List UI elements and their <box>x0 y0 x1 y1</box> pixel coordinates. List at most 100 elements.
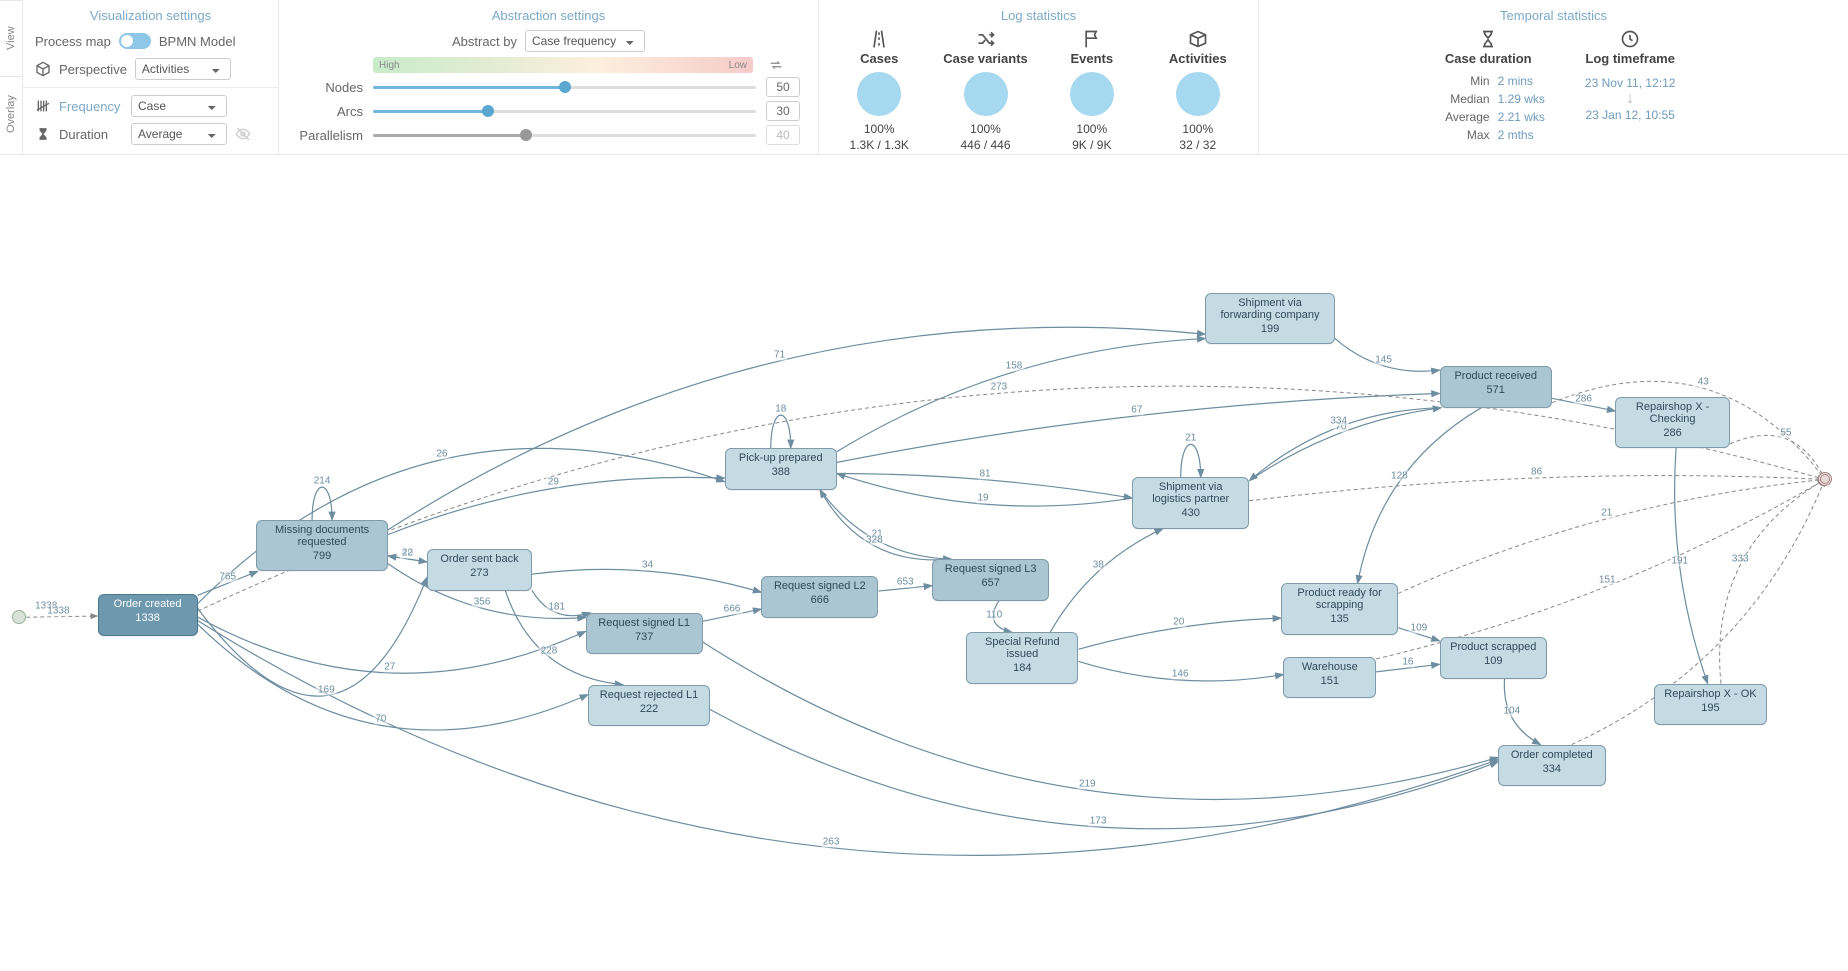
stat-name: Cases <box>860 51 898 66</box>
edge-label: 286 <box>1573 393 1594 404</box>
timeframe-end: 23 Jan 12, 10:55 <box>1585 108 1674 122</box>
node-count: 737 <box>587 629 702 646</box>
stat-variants[interactable]: Case variants 100% 446 / 446 <box>943 29 1028 152</box>
pie-icon <box>964 72 1008 116</box>
node-count: 571 <box>1441 382 1551 399</box>
tab-overlay[interactable]: Overlay <box>0 76 22 152</box>
edge-label: 214 <box>312 476 333 487</box>
node-label: Order sent back <box>428 550 531 565</box>
pie-icon <box>857 72 901 116</box>
nodes-label: Nodes <box>291 80 363 95</box>
activity-node[interactable]: Request signed L1737 <box>586 613 703 654</box>
node-label: Missing documents requested <box>257 521 387 548</box>
process-map-canvas[interactable]: 1338Order created1338 Missing documents r… <box>0 155 1848 971</box>
parallelism-slider[interactable] <box>373 127 756 143</box>
process-map-label: Process map <box>35 34 111 49</box>
arrow-down-icon: ↓ <box>1626 92 1634 106</box>
edge-label: 55 <box>1778 427 1793 438</box>
frequency-label: Frequency <box>59 99 123 114</box>
node-count: 199 <box>1206 321 1333 338</box>
activity-node[interactable]: Shipment via forwarding company199 <box>1205 293 1334 344</box>
nodes-value[interactable]: 50 <box>766 77 800 97</box>
stat-pct: 100% <box>1076 122 1107 136</box>
activity-node[interactable]: Special Refund issued184 <box>966 632 1078 683</box>
node-count: 666 <box>762 592 877 609</box>
swap-icon[interactable] <box>769 57 785 73</box>
arcs-value[interactable]: 30 <box>766 101 800 121</box>
activity-node[interactable]: Repairshop X - Checking286 <box>1615 397 1730 448</box>
activity-node[interactable]: Warehouse151 <box>1283 657 1376 698</box>
frequency-select[interactable]: Case <box>131 95 227 117</box>
edge-label: 158 <box>1004 360 1025 371</box>
abstraction-section: Abstraction settings Abstract by Case fr… <box>279 0 819 154</box>
gradient-high: High <box>379 60 400 71</box>
cube-icon <box>35 61 51 77</box>
duration-select[interactable]: Average <box>131 123 227 145</box>
flag-icon <box>1082 29 1102 49</box>
box-icon <box>1188 29 1208 49</box>
abstraction-title: Abstraction settings <box>291 6 806 27</box>
bpmn-label: BPMN Model <box>159 34 236 49</box>
node-label: Order created <box>99 595 197 610</box>
activity-node[interactable]: Repairshop X - OK195 <box>1654 684 1766 725</box>
node-label: Special Refund issued <box>967 633 1077 660</box>
activity-node[interactable]: Product ready for scrapping135 <box>1281 583 1398 634</box>
stat-activities[interactable]: Activities 100% 32 / 32 <box>1156 29 1240 152</box>
min-key: Min <box>1432 74 1490 88</box>
stat-events[interactable]: Events 100% 9K / 9K <box>1050 29 1134 152</box>
median-key: Median <box>1432 92 1490 106</box>
arcs-slider[interactable] <box>373 103 756 119</box>
edge-label: 151 <box>1597 575 1618 586</box>
node-label: Request signed L2 <box>762 577 877 592</box>
edge-label: 181 <box>546 601 567 612</box>
activity-node[interactable]: Request signed L3657 <box>932 559 1049 600</box>
eye-off-icon[interactable] <box>235 126 251 142</box>
min-val: 2 mins <box>1498 74 1545 88</box>
log-stats-title: Log statistics <box>831 6 1246 27</box>
node-count: 657 <box>933 575 1048 592</box>
duration-label: Duration <box>59 127 123 142</box>
activity-node[interactable]: Shipment via logistics partner430 <box>1132 477 1249 528</box>
tab-view[interactable]: View <box>0 0 22 76</box>
node-count: 184 <box>967 660 1077 677</box>
activity-node[interactable]: Pick-up prepared388 <box>725 448 837 489</box>
perspective-select[interactable]: Activities <box>135 58 231 80</box>
log-stats-section: Log statistics Cases 100% 1.3K / 1.3K Ca… <box>819 0 1259 154</box>
edge-label: 653 <box>895 577 916 588</box>
edge-label: 173 <box>1088 815 1109 826</box>
log-stats: Cases 100% 1.3K / 1.3K Case variants 100… <box>831 27 1246 152</box>
edge-label: 145 <box>1373 354 1394 365</box>
activity-node[interactable]: Order sent back273 <box>427 549 532 590</box>
temporal-title: Temporal statistics <box>1271 6 1836 27</box>
stat-cases[interactable]: Cases 100% 1.3K / 1.3K <box>837 29 921 152</box>
end-node <box>1818 472 1832 486</box>
nodes-slider[interactable] <box>373 79 756 95</box>
edge-label: 71 <box>772 349 787 360</box>
activity-node[interactable]: Order completed334 <box>1498 745 1605 786</box>
edge-label: 334 <box>1328 416 1349 427</box>
pie-icon <box>1176 72 1220 116</box>
avg-key: Average <box>1432 110 1490 124</box>
parallelism-label: Parallelism <box>291 128 363 143</box>
activity-node[interactable]: Product received571 <box>1440 366 1552 407</box>
edge-label: 81 <box>977 468 992 479</box>
edge-label: 22 <box>400 547 415 558</box>
edge-label: 273 <box>989 382 1010 393</box>
node-count: 1338 <box>99 610 197 627</box>
activity-node[interactable]: Request signed L2666 <box>761 576 878 617</box>
map-type-toggle[interactable] <box>119 33 151 49</box>
edge-label: 356 <box>472 597 493 608</box>
node-label: Request signed L3 <box>933 560 1048 575</box>
edge-label: 67 <box>1129 404 1144 415</box>
node-count: 799 <box>257 548 387 565</box>
activity-node[interactable]: Product scrapped109 <box>1440 637 1547 678</box>
stat-pct: 100% <box>864 122 895 136</box>
activity-node[interactable]: Missing documents requested799 <box>256 520 388 571</box>
node-label: Product ready for scrapping <box>1282 584 1397 611</box>
activity-node[interactable]: Request rejected L1222 <box>588 685 710 726</box>
visualization-title: Visualization settings <box>35 6 266 27</box>
activity-node[interactable]: Order created1338 <box>98 594 198 635</box>
abstract-by-select[interactable]: Case frequency <box>525 30 645 52</box>
edge-label: 110 <box>984 610 1004 621</box>
node-label: Pick-up prepared <box>726 449 836 464</box>
